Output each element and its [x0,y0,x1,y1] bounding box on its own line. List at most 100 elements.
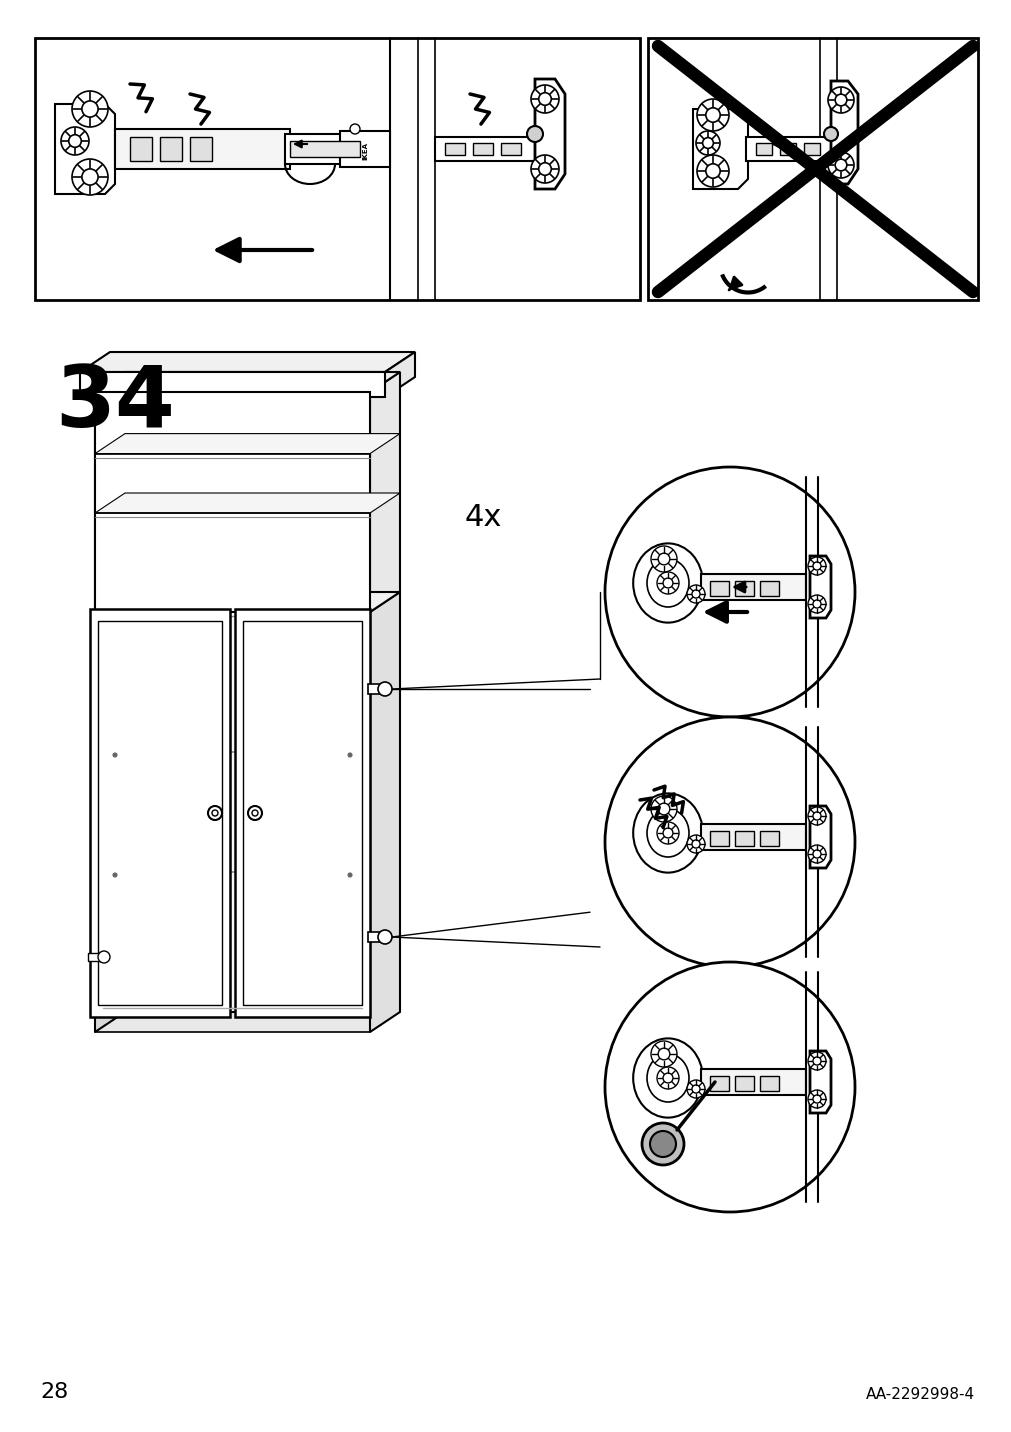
Circle shape [823,127,837,140]
Polygon shape [235,609,370,1017]
Bar [779,143,796,155]
Polygon shape [90,609,229,1017]
Circle shape [807,596,825,613]
Bar [745,137,830,160]
Circle shape [538,93,551,106]
Circle shape [69,135,81,147]
Ellipse shape [633,1038,702,1117]
Circle shape [807,557,825,576]
Circle shape [248,806,262,821]
Ellipse shape [633,543,702,623]
Circle shape [641,1123,683,1166]
Bar [98,621,221,1005]
Circle shape [662,579,672,589]
Circle shape [656,822,678,843]
Circle shape [208,806,221,821]
Circle shape [812,1057,820,1065]
Bar [803,143,819,155]
Bar [759,581,778,596]
Bar [368,684,387,695]
Circle shape [705,163,720,178]
Polygon shape [693,109,747,189]
Bar [35,39,639,299]
Circle shape [348,753,352,758]
Bar [285,135,375,165]
Circle shape [686,586,705,603]
Bar [88,954,106,961]
Circle shape [531,84,558,113]
Polygon shape [370,372,399,611]
Polygon shape [384,352,415,397]
Circle shape [113,753,117,758]
Bar [734,831,753,846]
Circle shape [538,163,551,175]
Text: 4x: 4x [464,503,501,533]
Circle shape [650,1041,676,1067]
Bar [95,392,370,611]
Circle shape [650,796,676,822]
Polygon shape [55,105,115,193]
Bar [160,137,182,160]
Circle shape [696,130,719,155]
Circle shape [61,127,89,155]
Circle shape [531,155,558,183]
Polygon shape [809,556,830,619]
Circle shape [812,561,820,570]
Circle shape [252,811,258,816]
Circle shape [702,137,713,149]
Circle shape [662,828,672,838]
Bar [759,1075,778,1091]
Circle shape [692,1085,700,1093]
Bar [647,39,977,299]
Bar [734,581,753,596]
Circle shape [649,1131,675,1157]
Polygon shape [95,493,399,513]
Polygon shape [80,352,415,372]
Bar [710,831,728,846]
Circle shape [834,95,846,106]
Circle shape [82,169,98,185]
Circle shape [834,159,846,170]
Bar [701,1070,805,1095]
Bar [129,137,152,160]
Circle shape [812,1095,820,1103]
Circle shape [98,951,110,962]
Circle shape [378,682,391,696]
Bar [80,372,384,397]
Polygon shape [809,806,830,868]
Circle shape [605,467,854,717]
Bar [500,143,521,155]
Bar [95,611,370,1012]
Ellipse shape [633,793,702,872]
Bar [340,130,389,168]
Circle shape [211,811,217,816]
Circle shape [807,845,825,863]
Polygon shape [830,82,857,183]
Ellipse shape [646,558,688,607]
Circle shape [686,1080,705,1098]
Circle shape [692,841,700,848]
Circle shape [657,1048,669,1060]
Circle shape [527,126,543,142]
Text: IKEA: IKEA [362,142,368,160]
Polygon shape [95,372,399,392]
Circle shape [662,1073,672,1083]
Polygon shape [535,79,564,189]
Circle shape [113,874,117,876]
Circle shape [807,1053,825,1070]
Circle shape [72,92,108,127]
Bar [701,574,805,600]
Polygon shape [809,1051,830,1113]
Circle shape [827,87,853,113]
Bar [243,621,362,1005]
Bar [368,932,387,942]
Ellipse shape [646,1054,688,1103]
Polygon shape [95,591,125,1032]
Ellipse shape [646,809,688,856]
Bar [290,140,360,158]
Circle shape [348,874,352,876]
Circle shape [697,155,728,188]
Circle shape [656,1067,678,1088]
Circle shape [650,546,676,571]
Circle shape [72,159,108,195]
